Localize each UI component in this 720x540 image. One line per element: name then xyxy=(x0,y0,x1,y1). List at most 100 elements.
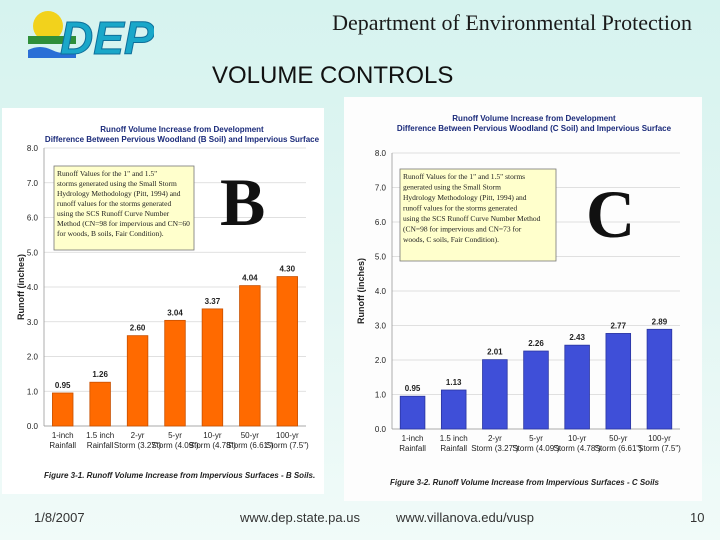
footer-url-dep: www.dep.state.pa.us xyxy=(240,510,360,525)
bar-value-label: 2.26 xyxy=(528,339,544,348)
methodology-note-line: Hydrology Methodology (Pitt, 1994) and xyxy=(57,189,181,198)
methodology-note-line: runoff values for the storms generated xyxy=(57,199,171,208)
methodology-note-line: Runoff Values for the 1" and 1.5" storms xyxy=(403,172,525,181)
methodology-note-line: generated using the Small Storm xyxy=(403,183,501,192)
x-tick-label: Storm (4.78") xyxy=(189,441,237,450)
y-tick-label: 1.0 xyxy=(27,387,39,396)
y-tick-label: 5.0 xyxy=(27,248,39,257)
bar xyxy=(482,359,508,430)
x-tick-label: 1.5 inch xyxy=(86,431,114,440)
x-tick-label: 10-yr xyxy=(203,431,222,440)
methodology-note-box xyxy=(53,165,195,251)
methodology-note-line: runoff values for the storms generated xyxy=(403,204,517,213)
bar-value-label: 1.26 xyxy=(92,370,108,379)
y-tick-label: 1.0 xyxy=(375,391,387,400)
bar xyxy=(440,389,467,430)
bar-value-label: 2.77 xyxy=(610,321,626,330)
x-tick-label: 1-inch xyxy=(402,434,424,443)
x-tick-label: Rainfall xyxy=(399,444,426,453)
bar-value-label: 2.89 xyxy=(652,317,668,326)
x-tick-label: Storm (4.09") xyxy=(512,444,560,453)
y-tick-label: 7.0 xyxy=(375,184,387,193)
x-tick-label: Storm (6.61") xyxy=(595,444,643,453)
methodology-note-line: using the SCS Runoff Curve Number Method xyxy=(403,214,541,223)
methodology-note-line: (CN=98 for impervious and CN=73 for xyxy=(403,225,522,234)
x-tick-label: Storm (7.5") xyxy=(638,444,681,453)
y-tick-label: 0.0 xyxy=(375,425,387,434)
y-tick-label: 4.0 xyxy=(27,283,39,292)
bar xyxy=(164,319,186,427)
x-tick-label: Storm (3.27") xyxy=(471,444,519,453)
y-tick-label: 2.0 xyxy=(375,356,387,365)
x-tick-label: 5-yr xyxy=(168,431,182,440)
bar xyxy=(52,392,74,427)
x-tick-label: Storm (3.27") xyxy=(114,441,162,450)
chart-b-soil: Runoff Volume Increase from DevelopmentD… xyxy=(16,125,320,480)
y-tick-label: 6.0 xyxy=(375,218,387,227)
bar-value-label: 3.04 xyxy=(167,308,183,317)
y-tick-label: 4.0 xyxy=(375,287,387,296)
methodology-note-line: Hydrology Methodology (Pitt, 1994) and xyxy=(403,193,527,202)
y-tick-label: 8.0 xyxy=(375,149,387,158)
x-tick-label: Rainfall xyxy=(87,441,114,450)
bar-value-label: 3.37 xyxy=(205,297,221,306)
chart-title: Runoff Volume Increase from Development xyxy=(452,114,616,123)
figure-caption: Figure 3-1. Runoff Volume Increase from … xyxy=(44,471,315,480)
bar xyxy=(646,328,673,430)
bar-value-label: 2.60 xyxy=(130,324,146,333)
y-axis-label: Runoff (inches) xyxy=(16,254,26,320)
y-tick-label: 3.0 xyxy=(27,318,39,327)
x-tick-label: 100-yr xyxy=(648,434,671,443)
x-tick-label: 2-yr xyxy=(131,431,145,440)
x-tick-label: 50-yr xyxy=(609,434,628,443)
dep-logo: DEP xyxy=(28,11,154,65)
bar xyxy=(564,344,590,430)
bar xyxy=(239,285,261,427)
y-tick-label: 5.0 xyxy=(375,253,387,262)
x-tick-label: Rainfall xyxy=(440,444,467,453)
chart-subtitle: Difference Between Pervious Woodland (C … xyxy=(397,124,672,133)
chart-subtitle: Difference Between Pervious Woodland (B … xyxy=(45,135,320,144)
header-title: Department of Environmental Protection xyxy=(332,10,692,35)
soil-letter-c: C xyxy=(586,176,636,252)
soil-letter-b: B xyxy=(220,164,266,240)
bar xyxy=(605,333,632,430)
x-tick-label: Storm (4.78") xyxy=(553,444,601,453)
y-tick-label: 7.0 xyxy=(27,179,39,188)
methodology-note-line: storms generated using the Small Storm xyxy=(57,179,177,188)
footer-date: 1/8/2007 xyxy=(34,510,85,525)
methodology-note-line: woods, C soils, Fair Condition). xyxy=(403,235,499,244)
bar xyxy=(399,395,426,430)
x-tick-label: Storm (4.09") xyxy=(151,441,199,450)
bar xyxy=(276,276,298,427)
y-tick-label: 0.0 xyxy=(27,422,39,431)
chart-title: Runoff Volume Increase from Development xyxy=(100,125,264,134)
x-tick-label: 50-yr xyxy=(241,431,260,440)
chart-panel-b-soil: Runoff Volume Increase from Development D… xyxy=(2,108,324,494)
bar-value-label: 4.30 xyxy=(279,265,295,274)
methodology-note-line: Runoff Values for the 1" and 1.5" xyxy=(57,169,157,178)
footer-url-villanova: www.villanova.edu/vusp xyxy=(396,510,535,525)
bar-value-label: 0.95 xyxy=(405,384,421,393)
y-tick-label: 3.0 xyxy=(375,322,387,331)
methodology-note-line: Method (CN=98 for impervious and CN=60 xyxy=(57,219,190,228)
x-tick-label: 5-yr xyxy=(529,434,543,443)
slide-title: VOLUME CONTROLS xyxy=(212,62,454,89)
logo-text: DEP xyxy=(60,12,154,64)
x-tick-label: 1-inch xyxy=(52,431,74,440)
x-tick-label: 100-yr xyxy=(276,431,299,440)
x-tick-label: 10-yr xyxy=(568,434,587,443)
x-tick-label: 1.5 inch xyxy=(440,434,468,443)
bar-value-label: 2.01 xyxy=(487,348,503,357)
bar xyxy=(523,350,549,430)
figure-caption: Figure 3-2. Runoff Volume Increase from … xyxy=(390,478,660,487)
footer-page-number: 10 xyxy=(690,510,705,525)
bar-value-label: 2.43 xyxy=(569,333,585,342)
methodology-note-box xyxy=(399,168,557,262)
bar xyxy=(201,308,224,427)
y-tick-label: 8.0 xyxy=(27,144,39,153)
y-tick-label: 2.0 xyxy=(27,353,39,362)
bar xyxy=(126,335,149,427)
x-tick-label: 2-yr xyxy=(488,434,502,443)
bar xyxy=(89,381,111,427)
